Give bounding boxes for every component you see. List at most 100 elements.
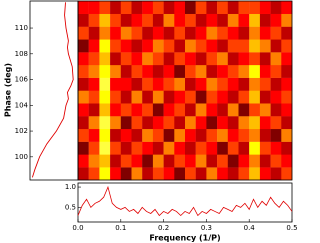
heat-cell	[110, 39, 121, 53]
heat-cell	[270, 77, 282, 91]
heat-cell	[185, 167, 196, 181]
heat-cell	[120, 154, 132, 168]
heat-cell	[195, 77, 207, 91]
heat-cell	[142, 167, 154, 181]
heat-cell	[131, 77, 143, 91]
heat-cell	[206, 1, 218, 14]
heat-cell	[281, 90, 293, 104]
heat-cell	[99, 128, 111, 142]
heat-cell	[281, 39, 293, 53]
heat-cell	[238, 167, 250, 181]
y-tick-label: 110	[15, 24, 28, 32]
heat-cell	[174, 64, 186, 78]
heat-cell	[238, 141, 250, 155]
heat-cell	[217, 77, 228, 91]
heat-cell	[217, 128, 228, 142]
heat-cell	[259, 128, 271, 142]
heatmap	[78, 1, 293, 181]
heat-cell	[142, 141, 154, 155]
heat-cell	[217, 103, 228, 117]
heat-cell	[195, 52, 207, 66]
heat-cell	[99, 13, 111, 27]
heat-cell	[110, 26, 121, 40]
heat-cell	[78, 64, 89, 78]
heat-cell	[78, 154, 89, 168]
heat-cell	[88, 52, 100, 66]
heat-cell	[163, 116, 175, 130]
heat-cell	[217, 13, 228, 27]
heat-cell	[259, 77, 271, 91]
heat-cell	[88, 39, 100, 53]
heat-cell	[99, 103, 111, 117]
heat-cell	[259, 90, 271, 104]
heat-cell	[142, 128, 154, 142]
heat-cell	[78, 90, 89, 104]
heat-cell	[120, 52, 132, 66]
heat-cell	[249, 52, 261, 66]
heat-cell	[78, 141, 89, 155]
heat-cell	[206, 90, 218, 104]
heat-cell	[88, 167, 100, 181]
heat-cell	[206, 13, 218, 27]
heat-cell	[131, 103, 143, 117]
y-tick-label: 0.5	[65, 203, 76, 211]
heat-cell	[270, 116, 282, 130]
heat-cell	[163, 26, 175, 40]
x-tick-label: 0.2	[158, 224, 169, 232]
heat-cell	[174, 13, 186, 27]
figure: Phase (deg) Frequency (1/P) 100 102 104 106…	[4, 0, 298, 243]
heat-cell	[195, 90, 207, 104]
heat-cell	[174, 116, 186, 130]
heat-cell	[238, 90, 250, 104]
heat-cell	[206, 154, 218, 168]
heat-cell	[120, 64, 132, 78]
heat-cell	[195, 128, 207, 142]
heat-cell	[281, 116, 293, 130]
heat-cell	[131, 64, 143, 78]
heat-cell	[110, 154, 121, 168]
heat-cell	[281, 52, 293, 66]
heat-cell	[249, 13, 261, 27]
heat-cell	[217, 26, 228, 40]
heat-cell	[259, 1, 271, 14]
heat-cell	[259, 26, 271, 40]
heat-cell	[270, 154, 282, 168]
y-tick-label: 104	[15, 101, 29, 109]
heat-cell	[185, 64, 196, 78]
heat-cell	[206, 116, 218, 130]
heat-cell	[249, 141, 261, 155]
heat-cell	[131, 116, 143, 130]
heat-cell	[152, 141, 164, 155]
heat-cell	[131, 128, 143, 142]
heat-cell	[99, 52, 111, 66]
heat-cell	[78, 1, 89, 14]
heat-cell	[88, 26, 100, 40]
heat-cell	[120, 26, 132, 40]
heat-cell	[120, 116, 132, 130]
heat-cell	[249, 64, 261, 78]
heat-cell	[88, 128, 100, 142]
heat-cell	[142, 52, 154, 66]
heat-cell	[185, 103, 196, 117]
heat-cell	[259, 154, 271, 168]
heat-cell	[110, 13, 121, 27]
heat-cell	[238, 13, 250, 27]
heat-cell	[120, 90, 132, 104]
heat-cell	[249, 128, 261, 142]
heat-cell	[259, 167, 271, 181]
heat-cell	[249, 116, 261, 130]
heat-cell	[152, 64, 164, 78]
heat-cell	[174, 154, 186, 168]
heat-cell	[227, 13, 239, 27]
heat-cell	[281, 77, 293, 91]
heat-cell	[99, 90, 111, 104]
heat-cell	[131, 52, 143, 66]
heat-cell	[110, 52, 121, 66]
heat-cell	[195, 64, 207, 78]
heat-cell	[185, 52, 196, 66]
heat-cell	[217, 1, 228, 14]
heat-cell	[131, 141, 143, 155]
heat-cell	[163, 128, 175, 142]
heat-cell	[163, 13, 175, 27]
heat-cell	[195, 116, 207, 130]
